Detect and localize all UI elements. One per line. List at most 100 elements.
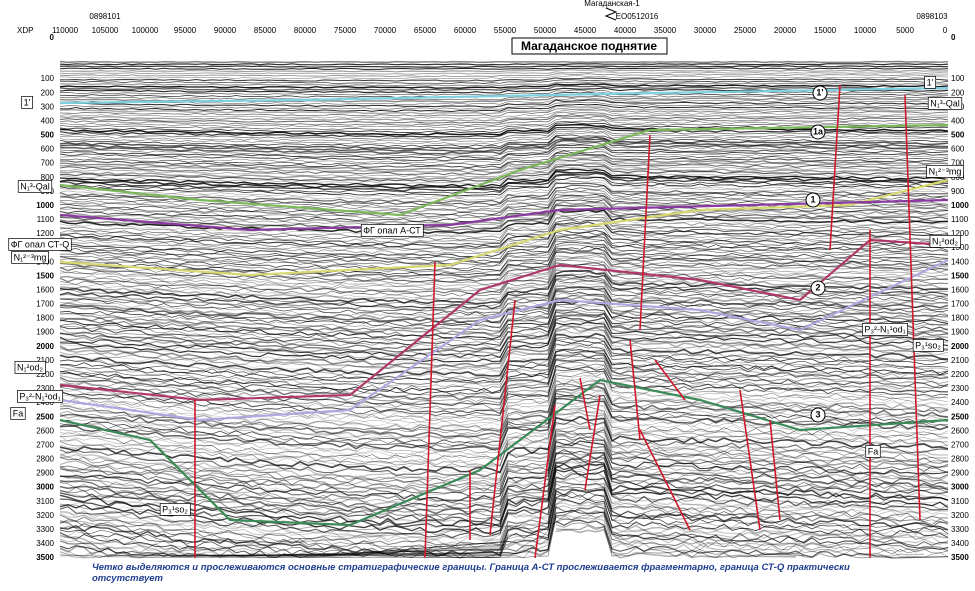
faults: [194, 84, 921, 559]
horizon-label-text: P₃¹so₂: [915, 340, 941, 350]
depth-label-left: 100: [41, 74, 55, 83]
horizon-label-text: Fa: [868, 446, 879, 456]
seismic-trace: [59, 67, 949, 70]
depth-label-right: 400: [951, 116, 965, 125]
seismic-trace: [59, 134, 949, 148]
seismic-trace: [59, 132, 949, 145]
horizon: [59, 259, 949, 422]
seismic-trace: [59, 280, 949, 316]
seismic-trace: [59, 481, 949, 548]
seismic-trace: [59, 203, 949, 227]
seismic-trace: [59, 306, 949, 347]
seismic-trace: [59, 266, 949, 300]
depth-label-right: 3400: [951, 539, 969, 548]
seismic-trace: [59, 319, 949, 361]
seismic-trace: [59, 379, 949, 431]
seismic-trace: [60, 374, 949, 424]
seismic-trace: [59, 480, 949, 545]
seismic-trace: [59, 314, 949, 356]
x-tick-label: 80000: [294, 26, 317, 35]
seismic-trace: [59, 285, 949, 320]
horizon-label-text: ФГ опал А-СТ: [363, 225, 421, 235]
horizon-label: N₁³-Qal: [17, 180, 53, 193]
seismic-trace: [59, 115, 949, 127]
horizon-label-text: N₁²od₂: [932, 236, 959, 246]
horizon-label-text: P₃²-N₁¹od₁: [864, 324, 905, 334]
seismic-trace: [59, 148, 949, 164]
seismic-trace: [59, 326, 949, 370]
seismic-section: XDP 0898101 0898103 Магаданская-1 EO0512…: [8, 0, 969, 562]
depth-label-left: 1200: [36, 229, 54, 238]
horizon: [59, 378, 949, 527]
depth-label-right: 500: [951, 131, 965, 140]
depth-label-right: 2400: [951, 398, 969, 407]
horizon-label: 1': [924, 76, 936, 89]
seismic-trace: [59, 409, 949, 464]
depth-label-right: 600: [951, 145, 965, 154]
horizon-label: 3: [810, 407, 826, 423]
seismic-trace: [59, 475, 949, 541]
seismic-trace: [59, 170, 948, 190]
seismic-trace: [60, 189, 949, 211]
label-box: [159, 503, 191, 516]
fault: [739, 389, 761, 531]
seismic-trace: [59, 83, 949, 89]
label-box: [21, 96, 33, 109]
x-tick-label: 50000: [534, 26, 557, 35]
horizon: [59, 178, 949, 277]
seismic-trace: [59, 428, 949, 487]
seismic-trace: [60, 139, 949, 155]
fault: [534, 404, 556, 559]
depth-label-right: 900: [951, 187, 965, 196]
seismic-trace: [60, 77, 949, 82]
seismic-trace: [59, 156, 949, 174]
seismic-trace: [59, 138, 949, 153]
seismic-trace: [59, 455, 949, 517]
horizon-label-text: Fa: [13, 408, 24, 418]
seismic-trace: [59, 349, 949, 396]
depth-label-left: 3000: [36, 483, 54, 492]
seismic-trace: [59, 75, 949, 80]
horizon-label: 1': [21, 96, 33, 109]
seismic-trace: [59, 316, 949, 359]
seismic-trace: [59, 499, 949, 559]
label-box: [8, 238, 72, 251]
label-box: [17, 390, 63, 403]
x-tick-label: 70000: [374, 26, 397, 35]
seismic-trace: [59, 394, 949, 447]
depth-label-left: 3500: [36, 553, 54, 560]
fault: [639, 429, 691, 531]
seismic-trace: [59, 160, 949, 178]
depth-label-right: 2200: [951, 370, 969, 379]
seismic-trace: [59, 312, 949, 353]
seismic-trace: [59, 247, 948, 279]
x-tick-label: 95000: [174, 26, 197, 35]
depth-label-right: 1400: [951, 257, 969, 266]
seismic-trace: [60, 278, 949, 314]
horizon-label: N₁²⁻³mg: [926, 165, 964, 178]
depth-label-left: 800: [41, 173, 55, 182]
depth-label-left: 1900: [36, 328, 54, 337]
seismic-trace: [555, 519, 949, 559]
seismic-trace: [59, 259, 949, 293]
depth-label-left: 1600: [36, 285, 54, 294]
horizon-label-text: N₁²⁻³mg: [14, 252, 47, 262]
depth-label-right: 1700: [951, 300, 969, 309]
x-tick-label: 10000: [854, 26, 877, 35]
depth-label-right: 1100: [951, 215, 969, 224]
seismic-trace: [59, 468, 949, 534]
x-tick-label: 20000: [774, 26, 797, 35]
horizon-label-text: 1: [810, 194, 815, 204]
label-box: [929, 235, 961, 248]
seismic-trace: [59, 204, 949, 230]
seismic-trace: [59, 302, 949, 341]
label-box: [14, 361, 46, 374]
fault: [579, 377, 591, 431]
seismic-trace: [59, 93, 949, 101]
well-name: Магаданская-1: [584, 0, 640, 8]
depth-label-right: 2700: [951, 440, 969, 449]
depth-label-right: 2300: [951, 384, 969, 393]
horizon-label-text: 1': [24, 97, 31, 107]
depth-label-left: 600: [41, 145, 55, 154]
depth-label-right: 100: [951, 74, 965, 83]
